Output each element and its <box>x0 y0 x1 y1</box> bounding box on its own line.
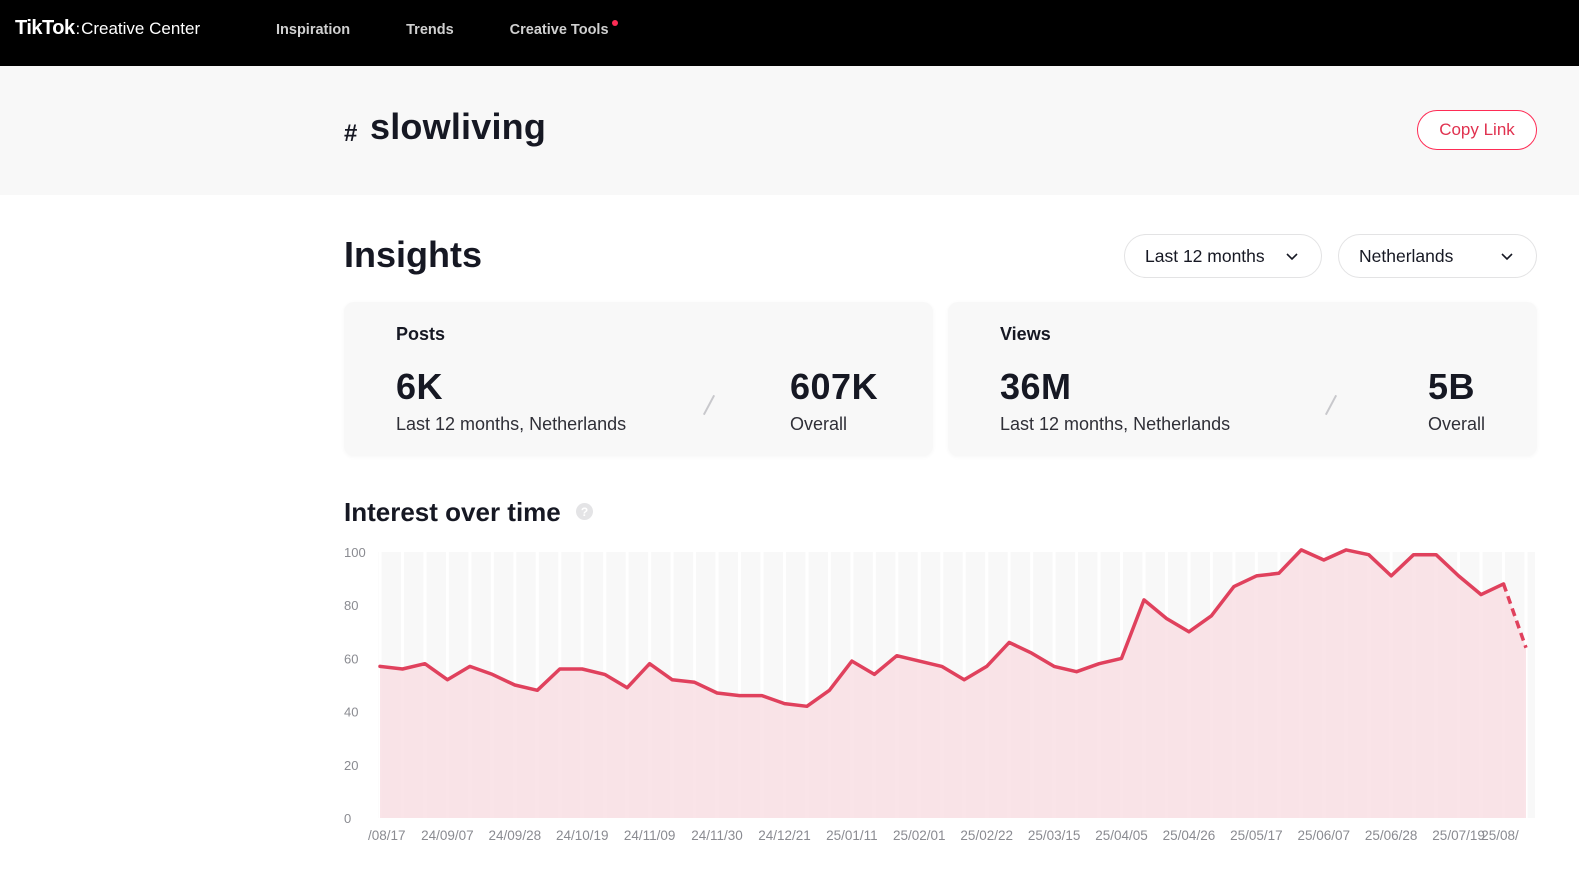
x-tick-label: 25/06/07 <box>1297 828 1350 843</box>
views-label: Views <box>1000 324 1051 344</box>
x-tick-label: 25/02/01 <box>893 828 946 843</box>
hashtag-title: slowliving <box>370 106 547 147</box>
nav-item-trends[interactable]: Trends <box>406 22 454 38</box>
top-nav-bar: TikTok : Creative Center Inspiration Tre… <box>0 0 1579 66</box>
x-tick-label: 25/01/11 <box>826 828 878 843</box>
divider-slash <box>1324 394 1338 416</box>
x-tick-label: 25/04/26 <box>1163 828 1216 843</box>
x-tick-label: 24/11/30 <box>691 828 743 843</box>
y-tick-label: 100 <box>344 545 366 560</box>
logo-product: Creative Center <box>81 19 201 38</box>
nav-item-creative-tools[interactable]: Creative Tools <box>509 20 618 38</box>
nav-item-inspiration[interactable]: Inspiration <box>276 22 351 38</box>
country-select[interactable]: Netherlands <box>1338 234 1537 278</box>
x-tick-label: 25/02/22 <box>960 828 1013 843</box>
posts-overall-value: 607K <box>790 366 879 407</box>
y-tick-label: 40 <box>344 705 358 720</box>
x-tick-label: 25/04/05 <box>1095 828 1148 843</box>
views-period-value: 36M <box>1000 366 1072 407</box>
views-card: Views 36M Last 12 months, Netherlands 5B… <box>948 302 1537 456</box>
y-tick-label: 0 <box>344 811 351 826</box>
interest-line-partial <box>1501 583 1528 649</box>
main-nav: Inspiration Trends Creative Tools <box>276 20 665 38</box>
country-select-value: Netherlands <box>1359 245 1454 266</box>
y-tick-label: 80 <box>344 598 358 613</box>
help-icon[interactable]: ? <box>576 503 593 520</box>
tiktok-creative-center-logo[interactable]: TikTok : Creative Center <box>15 17 200 40</box>
y-tick-label: 60 <box>344 651 358 666</box>
interest-line <box>378 548 1506 709</box>
posts-overall-label: Overall <box>790 414 848 434</box>
notification-dot <box>611 20 618 26</box>
x-tick-label: 24/09/07 <box>421 828 474 843</box>
x-tick-label: 24/10/19 <box>556 828 609 843</box>
interest-over-time-title: Interest over time <box>344 497 561 527</box>
chevron-down-icon <box>1286 253 1298 261</box>
divider-slash <box>702 394 716 416</box>
posts-card: Posts 6K Last 12 months, Netherlands 607… <box>344 302 933 456</box>
interest-area <box>380 549 1526 818</box>
views-overall-value: 5B <box>1428 366 1476 407</box>
posts-period-value: 6K <box>396 366 444 407</box>
x-tick-label: 25/05/17 <box>1230 828 1283 843</box>
logo-separator: : <box>75 21 81 38</box>
x-tick-label: 25/03/15 <box>1028 828 1081 843</box>
x-tick-label: 25/07/19 <box>1432 828 1485 843</box>
views-period-sub: Last 12 months, Netherlands <box>1000 414 1231 434</box>
hashtag-header: # slowliving Copy Link <box>0 66 1579 195</box>
y-tick-label: 20 <box>344 758 358 773</box>
logo-brand: TikTok <box>15 17 75 39</box>
hash-symbol: # <box>344 120 358 147</box>
x-tick-label: /08/17 <box>368 828 406 843</box>
nav-item-creative-tools-label: Creative Tools <box>509 22 609 38</box>
insights-title: Insights <box>344 234 483 275</box>
x-tick-label: 24/11/09 <box>624 828 676 843</box>
copy-link-button[interactable]: Copy Link <box>1417 110 1537 150</box>
x-tick-label: 24/12/21 <box>758 828 811 843</box>
views-overall-label: Overall <box>1428 414 1486 434</box>
x-tick-label: 25/08/ <box>1481 828 1519 843</box>
x-tick-label: 25/06/28 <box>1365 828 1418 843</box>
period-select[interactable]: Last 12 months <box>1124 234 1322 278</box>
x-tick-label: 24/09/28 <box>489 828 542 843</box>
chevron-down-icon <box>1501 253 1513 261</box>
posts-period-sub: Last 12 months, Netherlands <box>396 414 627 434</box>
posts-label: Posts <box>396 324 446 344</box>
interest-over-time-chart: 0 20 40 60 80 100/08/17 24/09/07 24/09/28 24/10/… <box>344 545 1535 843</box>
period-select-value: Last 12 months <box>1145 245 1265 266</box>
